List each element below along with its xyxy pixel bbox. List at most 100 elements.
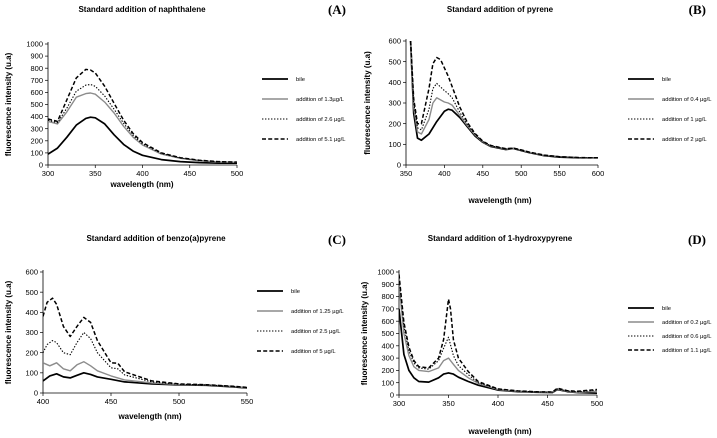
y-axis-label: fluorescence intensity (u.a)	[363, 51, 372, 155]
legend-label: addition of 2.6 µg/L	[296, 117, 346, 123]
legend-label: bile	[662, 77, 671, 83]
chart-title: Standard addition of naphthalene	[78, 5, 206, 14]
x-axis-label: wavelength (nm)	[467, 427, 531, 436]
x-tick-label: 450	[183, 169, 196, 178]
panel-label: (A)	[328, 2, 346, 17]
y-tick-label: 300	[30, 124, 43, 133]
y-tick-label: 900	[30, 52, 43, 61]
x-tick-label: 500	[591, 399, 604, 408]
x-tick-label: 500	[515, 169, 528, 178]
y-tick-label: 200	[30, 136, 43, 145]
y-tick-label: 0	[39, 161, 43, 170]
legend-label: addition of 5 µg/L	[291, 349, 336, 355]
y-tick-label: 600	[25, 268, 38, 277]
x-tick-label: 450	[477, 169, 490, 178]
y-tick-label: 700	[30, 76, 43, 85]
legend-label: addition of 0.2 µg/L	[662, 320, 712, 326]
legend-label: addition of 1.25 µg/L	[291, 309, 344, 315]
series-line-1	[48, 116, 237, 165]
y-tick-label: 0	[397, 161, 401, 170]
x-tick-label: 550	[241, 397, 254, 406]
chart-title: Standard addition of benzo(a)pyrene	[86, 234, 226, 243]
y-tick-label: 800	[30, 64, 43, 73]
y-tick-label: 600	[388, 37, 401, 46]
legend-label: addition of 1 µg/L	[662, 117, 707, 123]
x-tick-label: 400	[37, 397, 50, 406]
x-tick-label: 400	[438, 169, 451, 178]
chart-panel-4: Standard addition of 1-hydroxypyrene (D) 0…	[360, 232, 712, 436]
x-tick-label: 350	[89, 169, 102, 178]
y-tick-label: 200	[388, 119, 401, 128]
x-tick-label: 400	[492, 399, 505, 408]
legend-label: bile	[296, 77, 305, 83]
y-tick-label: 100	[30, 149, 43, 158]
series-line-4	[399, 274, 597, 393]
series-line-3	[399, 278, 597, 393]
chart-title: Standard addition of 1-hydroxypyrene	[428, 234, 573, 243]
chart-panel-1: Standard addition of naphthalene (A) 0 100 2…	[4, 2, 346, 189]
x-tick-label: 500	[173, 397, 186, 406]
x-tick-label: 300	[42, 169, 55, 178]
y-tick-label: 300	[381, 354, 394, 363]
y-tick-label: 500	[30, 100, 43, 109]
y-tick-label: 600	[30, 88, 43, 97]
y-tick-label: 100	[25, 368, 38, 377]
series-line-1	[399, 308, 597, 395]
series-line-2	[48, 92, 237, 163]
y-axis-label: fluorescence intensity (u.a)	[4, 280, 13, 384]
panel-label: (D)	[688, 232, 706, 247]
series-line-4	[43, 297, 247, 389]
y-tick-label: 200	[25, 348, 38, 357]
y-tick-label: 500	[388, 57, 401, 66]
legend-label: addition of 5.1 µg/L	[296, 137, 346, 143]
series-line-3	[48, 83, 237, 163]
x-tick-label: 500	[231, 169, 244, 178]
y-tick-label: 400	[388, 78, 401, 87]
y-tick-label: 1000	[377, 268, 394, 277]
series-line-4	[48, 68, 237, 163]
y-tick-label: 700	[381, 305, 394, 314]
legend-label: addition of 1.3µg/L	[296, 97, 345, 103]
y-tick-label: 400	[25, 308, 38, 317]
series-line-2	[399, 284, 597, 393]
y-axis-label: fluorescence intensity (u.a)	[4, 52, 13, 156]
y-tick-label: 400	[30, 112, 43, 121]
legend-label: bile	[662, 306, 671, 312]
y-tick-label: 0	[390, 391, 394, 400]
y-tick-label: 500	[381, 329, 394, 338]
x-tick-label: 300	[393, 399, 406, 408]
x-axis-label: wavelength (nm)	[109, 180, 173, 189]
y-tick-label: 300	[25, 328, 38, 337]
y-tick-label: 200	[381, 366, 394, 375]
y-tick-label: 1000	[26, 40, 43, 49]
y-tick-label: 300	[388, 99, 401, 108]
x-tick-label: 350	[400, 169, 413, 178]
y-tick-label: 900	[381, 280, 394, 289]
panel-label: (C)	[328, 232, 346, 247]
panel-label: (B)	[689, 2, 706, 17]
legend-label: addition of 2 µg/L	[662, 137, 707, 143]
legend-label: bile	[291, 289, 300, 295]
legend-label: addition of 2.5 µg/L	[291, 329, 341, 335]
y-tick-label: 500	[25, 288, 38, 297]
x-tick-label: 350	[442, 399, 455, 408]
x-tick-label: 400	[136, 169, 149, 178]
series-line-4	[409, 40, 598, 159]
x-tick-label: 550	[553, 169, 566, 178]
y-tick-label: 100	[388, 140, 401, 149]
chart-panel-3: Standard addition of benzo(a)pyrene (C) 0 1…	[4, 232, 346, 421]
chart-panel-2: Standard addition of pyrene (B) 0 100 200 300…	[363, 2, 712, 205]
y-tick-label: 400	[381, 341, 394, 350]
chart-title: Standard addition of pyrene	[447, 5, 554, 14]
y-tick-label: 600	[381, 317, 394, 326]
x-tick-label: 600	[592, 169, 605, 178]
legend-label: addition of 0.6 µg/L	[662, 334, 712, 340]
series-line-3	[410, 40, 598, 159]
x-tick-label: 450	[105, 397, 118, 406]
x-axis-label: wavelength (nm)	[467, 196, 531, 205]
y-tick-label: 100	[381, 378, 394, 387]
y-tick-label: 800	[381, 292, 394, 301]
x-tick-label: 450	[541, 399, 554, 408]
legend-label: addition of 0.4 µg/L	[662, 97, 712, 103]
